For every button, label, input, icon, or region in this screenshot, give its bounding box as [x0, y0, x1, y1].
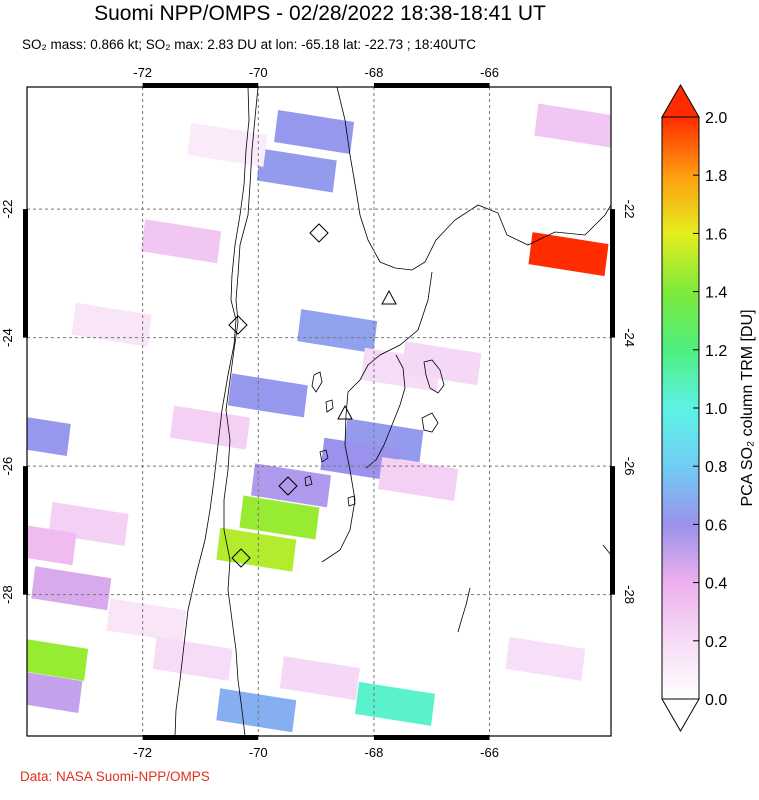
east-border-fragment: [602, 544, 611, 556]
x-tick-label-bottom: -66: [480, 745, 499, 760]
chart-subtitle: SO₂ mass: 0.866 kt; SO₂ max: 2.83 DU at …: [22, 37, 476, 52]
so2-pixel: [27, 639, 89, 681]
volcano-diamond-marker: [231, 548, 251, 568]
map-border: [26, 86, 612, 737]
volcano-diamond-marker: [309, 223, 329, 243]
so2-pixel: [152, 636, 233, 681]
so2-pixel-layer: [27, 103, 611, 733]
salt-flat-outline-2: [365, 354, 406, 469]
so2-pixel: [187, 122, 268, 167]
colorbar-min-arrow: [661, 698, 700, 732]
so2-pixel: [31, 566, 112, 611]
frame-bar-bottom: [373, 735, 490, 740]
colorbar-tick-label: 1.2: [705, 343, 727, 360]
frame-bar-bottom: [142, 735, 259, 740]
y-tick-label-left: -22: [0, 200, 15, 219]
lake-7: [347, 495, 356, 507]
so2-pixel: [216, 527, 297, 572]
so2-pixel: [27, 525, 77, 566]
country-border-west: [223, 87, 259, 736]
colorbar-tick-label: 1.8: [705, 168, 727, 185]
volcano-diamond-marker: [278, 476, 298, 496]
so2-pixel: [27, 417, 71, 456]
colorbar-max-arrow: [661, 84, 700, 118]
y-tick-label-right: -24: [622, 328, 637, 347]
y-tick-label-right: -22: [622, 200, 637, 219]
y-tick-label-left: -26: [0, 457, 15, 476]
so2-pixel: [106, 598, 187, 643]
x-tick-label-bottom: -68: [365, 745, 384, 760]
so2-pixel: [170, 405, 251, 450]
volcano-triangle-marker: [381, 289, 397, 305]
frame-bar-left: [23, 466, 28, 595]
so2-pixel: [355, 681, 436, 726]
ridge-line: [457, 587, 471, 633]
frame-bar-right: [610, 466, 615, 595]
x-tick-label-top: -70: [249, 65, 268, 80]
frame-bar-top: [142, 83, 259, 88]
frame-bar-right: [610, 209, 615, 338]
lake-3: [423, 359, 445, 394]
grid-lines: [27, 87, 611, 736]
colorbar-label: PCA SO₂ column TRM [DU]: [739, 309, 756, 506]
so2-pixel: [27, 672, 83, 714]
coastline: [174, 87, 250, 736]
country-border-north: [336, 87, 611, 271]
colorbar-tick-label: 0.0: [705, 692, 727, 709]
x-tick-label-bottom: -72: [133, 745, 152, 760]
colorbar-tick-label: 1.0: [705, 401, 727, 418]
x-tick-label-top: -68: [365, 65, 384, 80]
so2-pixel: [505, 636, 586, 681]
so2-pixel: [239, 495, 320, 540]
data-credit: Data: NASA Suomi-NPP/OMPS: [20, 769, 210, 784]
x-tick-label-top: -72: [133, 65, 152, 80]
so2-pixel: [274, 109, 355, 154]
lake-4: [421, 412, 439, 433]
colorbar-tick-label: 0.8: [705, 459, 727, 476]
volcano-diamond-marker: [228, 315, 248, 335]
volcano-markers: [228, 223, 397, 568]
x-tick-label-bottom: -70: [249, 745, 268, 760]
colorbar-tick-label: 0.4: [705, 576, 727, 593]
so2-pixel: [227, 373, 308, 418]
so2-pixel: [71, 302, 152, 347]
lake-2: [325, 399, 334, 413]
colorbar-tick-label: 1.6: [705, 226, 727, 243]
axis-ticks: -72 -72 -70 -70 -68 -68 -66 -66 -22 -22 -24 -24 -26 -…: [0, 65, 637, 760]
so2-pixel: [320, 437, 401, 482]
colorbar-tick-label: 0.6: [705, 517, 727, 534]
map-frame: [23, 83, 615, 740]
so2-pixel: [216, 688, 297, 733]
y-tick-label-left: -24: [0, 328, 15, 347]
frame-bar-top: [373, 83, 490, 88]
y-tick-label-left: -28: [0, 585, 15, 604]
coastline-and-borders: [174, 87, 611, 736]
so2-pixel: [141, 219, 222, 264]
lake-5: [319, 449, 329, 463]
salt-flat-outline: [321, 271, 433, 563]
volcano-triangle-marker: [337, 404, 353, 420]
so2-pixel: [297, 309, 378, 354]
so2-pixel: [250, 463, 331, 508]
x-tick-label-top: -66: [480, 65, 499, 80]
colorbar-tick-label: 1.4: [705, 285, 727, 302]
so2-pixel: [528, 232, 609, 277]
frame-bar-left: [23, 209, 28, 338]
colorbar-tick-label: 0.2: [705, 634, 727, 651]
lake-6: [304, 475, 313, 487]
so2-pixel: [279, 656, 360, 701]
chart-title: Suomi NPP/OMPS - 02/28/2022 18:38-18:41 …: [94, 2, 546, 25]
colorbar-tick-label: 2.0: [705, 110, 727, 127]
so2-pixel: [534, 103, 611, 148]
y-tick-label-right: -28: [622, 585, 637, 604]
so2-pixel: [378, 456, 459, 501]
lake-1: [311, 371, 323, 393]
so2-pixel: [256, 148, 337, 193]
so2-pixel: [401, 341, 482, 386]
y-tick-label-right: -26: [622, 457, 637, 476]
colorbar: 0.0 0.2 0.4 0.6 0.8 1.0 1.2 1.4 1.6 1.8 2.0 PCA SO₂…: [661, 84, 756, 732]
